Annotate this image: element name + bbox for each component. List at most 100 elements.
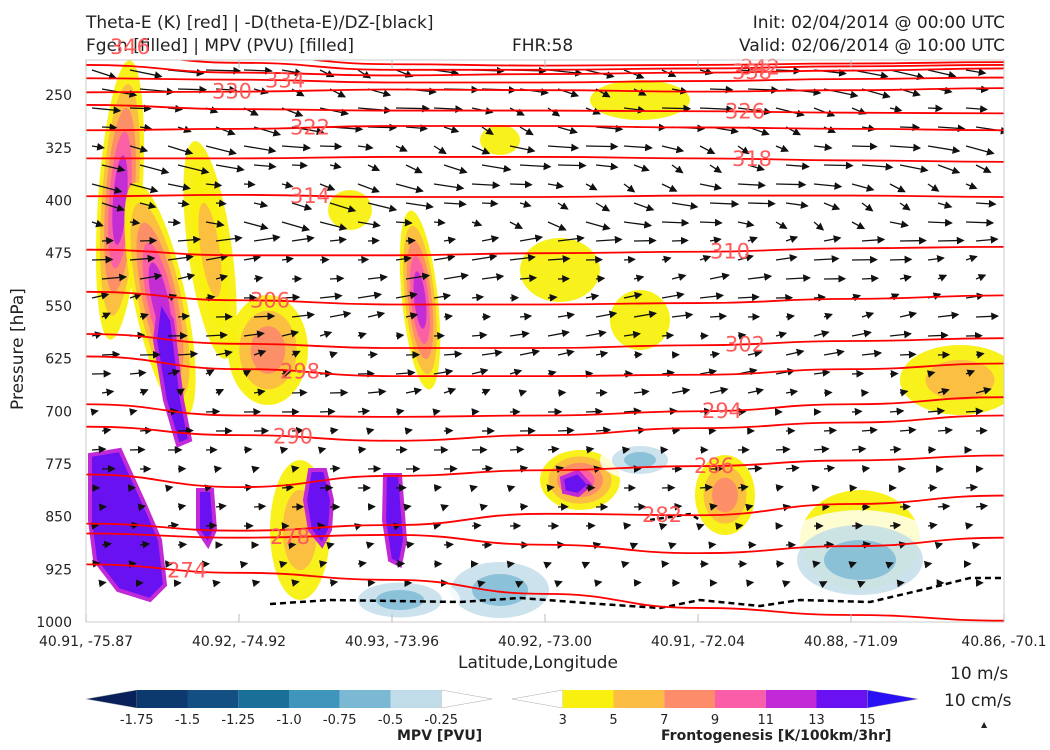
fgen-fill bbox=[520, 238, 600, 302]
wind-arrow bbox=[547, 143, 580, 152]
wind-arrow bbox=[395, 144, 408, 152]
wind-arrow bbox=[129, 69, 163, 79]
wind-arrow bbox=[357, 220, 381, 229]
wind-arrow bbox=[934, 541, 944, 550]
wind-arrow bbox=[671, 273, 687, 281]
wind-arrow bbox=[927, 218, 953, 227]
wind-arrow bbox=[167, 183, 191, 191]
wind-arrow bbox=[91, 445, 107, 454]
wind-arrow bbox=[547, 329, 570, 338]
wind-arrow bbox=[367, 123, 398, 132]
wind-arrow bbox=[404, 427, 413, 435]
wind-arrow bbox=[585, 407, 604, 416]
wind-arrow bbox=[775, 484, 785, 492]
wind-arrow bbox=[481, 388, 491, 396]
wind-arrow bbox=[443, 540, 455, 549]
wind-arrow bbox=[851, 329, 872, 338]
wind-arrow bbox=[509, 107, 525, 116]
wind-arrow bbox=[509, 221, 524, 229]
wind-arrow bbox=[167, 368, 181, 377]
wind-arrow bbox=[709, 350, 721, 359]
wind-arrow bbox=[281, 255, 294, 264]
theta-e-label-306: 306 bbox=[250, 289, 290, 313]
wind-arrow bbox=[709, 236, 722, 245]
wind-arrow bbox=[927, 145, 961, 154]
wind-arrow bbox=[329, 464, 341, 473]
wind-arrow bbox=[433, 218, 446, 227]
wind-arrow bbox=[594, 579, 603, 588]
wind-arrow bbox=[319, 221, 348, 231]
wind-arrow bbox=[479, 503, 489, 512]
wind-arrow bbox=[861, 540, 872, 549]
theta-e-labels: 3463423383343303263223183143103063022982… bbox=[110, 35, 780, 583]
wind-arrow bbox=[699, 145, 716, 155]
wind-arrow bbox=[661, 104, 692, 113]
theta-e-contour-314 bbox=[86, 193, 1004, 198]
wind-arrow bbox=[251, 579, 261, 588]
wind-arrow bbox=[129, 218, 141, 227]
wind-arrow bbox=[595, 162, 619, 171]
wind-arrow bbox=[253, 162, 277, 171]
theta-e-label-286: 286 bbox=[694, 454, 734, 478]
wind-arrow bbox=[629, 542, 639, 550]
wind-arrow bbox=[785, 235, 799, 243]
wind-arrow bbox=[861, 162, 894, 171]
wind-arrow bbox=[937, 164, 961, 175]
wind-arrow bbox=[857, 580, 866, 589]
wind-arrow bbox=[239, 560, 249, 569]
wind-arrow bbox=[633, 274, 645, 283]
wind-arrow bbox=[139, 164, 170, 175]
wind-arrow bbox=[279, 560, 288, 569]
wind-arrow bbox=[813, 143, 833, 152]
wind-arrow bbox=[139, 272, 163, 281]
wind-arrow bbox=[709, 200, 740, 208]
wind-arrow bbox=[395, 407, 405, 416]
wind-arrow bbox=[823, 464, 836, 473]
wind-arrow bbox=[709, 272, 731, 281]
wind-arrow bbox=[509, 445, 525, 454]
wind-arrow bbox=[215, 199, 227, 208]
wind-arrow bbox=[205, 66, 242, 75]
wind-arrow bbox=[90, 522, 100, 530]
wind-arrow bbox=[851, 369, 865, 378]
wind-arrow bbox=[443, 350, 463, 359]
wind-arrow bbox=[585, 142, 619, 151]
wind-arrow bbox=[101, 273, 128, 282]
wind-arrow bbox=[291, 465, 300, 473]
wind-arrow bbox=[177, 164, 210, 175]
wind-arrow bbox=[547, 293, 558, 302]
wind-arrow bbox=[671, 311, 694, 320]
wind-arrow bbox=[813, 330, 830, 338]
wind-arrow bbox=[291, 350, 301, 358]
wind-arrow bbox=[595, 426, 612, 435]
wind-arrow bbox=[167, 253, 194, 262]
theta-e-contour-338 bbox=[86, 64, 1004, 77]
wind-arrow bbox=[546, 484, 555, 492]
wind-arrow bbox=[975, 350, 985, 359]
wind-arrow bbox=[251, 465, 260, 474]
wind-arrow bbox=[243, 254, 262, 263]
wind-arrow bbox=[585, 446, 595, 454]
wind-arrow bbox=[823, 235, 842, 243]
wind-arrow bbox=[469, 484, 478, 493]
wind-arrow bbox=[775, 221, 788, 230]
wind-arrow bbox=[709, 312, 728, 321]
wind-arrow bbox=[623, 183, 636, 193]
wind-arrow bbox=[927, 331, 949, 340]
axes: 250 325 400 475 550 625 700 775 850 925 1000 40.91,… bbox=[36, 59, 1047, 650]
wind-arrow bbox=[101, 540, 113, 549]
wind-arrow bbox=[357, 446, 367, 454]
wind-arrow bbox=[709, 85, 734, 94]
wind-arrow bbox=[318, 560, 328, 568]
wind-arrow bbox=[433, 484, 443, 492]
wind-arrow bbox=[281, 181, 294, 189]
wind-arrow bbox=[592, 541, 602, 550]
wind-arrow bbox=[101, 164, 126, 173]
wind-arrow bbox=[433, 145, 447, 155]
wind-arrow bbox=[557, 202, 569, 210]
wind-arrow bbox=[253, 312, 276, 321]
wind-arrow bbox=[205, 180, 223, 189]
wind-arrow bbox=[851, 183, 875, 192]
wind-arrow bbox=[737, 332, 747, 340]
